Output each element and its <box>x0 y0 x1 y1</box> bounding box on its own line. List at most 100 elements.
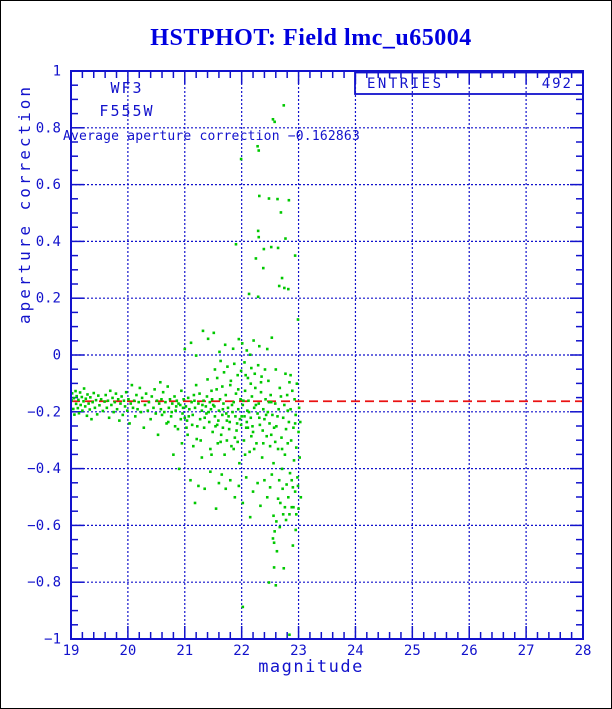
x-axis-title: magnitude <box>258 657 364 677</box>
scatter-point <box>80 395 84 399</box>
scatter-point <box>124 390 128 394</box>
scatter-point <box>290 505 294 509</box>
scatter-point <box>190 423 194 427</box>
scatter-point <box>254 257 258 260</box>
x-tick-label: 27 <box>518 643 535 659</box>
scatter-point <box>273 440 277 444</box>
scatter-point <box>202 426 206 430</box>
y-tick-label: −0.6 <box>27 518 61 534</box>
scatter-point <box>191 413 195 417</box>
scatter-point <box>154 412 158 415</box>
scatter-point <box>112 410 115 414</box>
scatter-point <box>82 387 86 390</box>
scatter-point <box>92 391 96 395</box>
scatter-point <box>89 396 92 399</box>
y-tick-label: −0.2 <box>27 404 61 420</box>
y-tick-label: 0.6 <box>36 177 61 193</box>
scatter-point <box>203 416 206 420</box>
scatter-point <box>232 447 236 451</box>
x-tick-label: 25 <box>404 643 421 659</box>
scatter-point <box>277 478 281 482</box>
scatter-point <box>198 417 202 421</box>
scatter-point <box>230 444 233 448</box>
scatter-point <box>204 405 208 408</box>
scatter-point <box>287 495 290 499</box>
scatter-point <box>84 397 88 401</box>
scatter-point <box>106 399 110 403</box>
scatter-point <box>258 416 261 420</box>
scatter-point <box>291 486 295 489</box>
scatter-point <box>280 467 284 471</box>
scatter-point <box>244 426 248 430</box>
scatter-point <box>228 420 232 424</box>
scatter-point <box>243 389 247 393</box>
scatter-point <box>182 398 185 401</box>
scatter-point <box>293 490 297 493</box>
scatter-point <box>104 393 108 397</box>
scatter-point <box>261 429 265 432</box>
scatter-point <box>257 235 261 239</box>
scatter-point <box>257 149 261 152</box>
scatter-point <box>135 393 138 397</box>
scatter-point <box>235 429 238 432</box>
scatter-point <box>261 266 265 270</box>
scatter-point <box>95 413 99 416</box>
stat-box-outline <box>354 71 584 95</box>
scatter-point <box>226 406 230 410</box>
scatter-point <box>186 396 190 400</box>
scatter-point <box>176 427 180 431</box>
scatter-point <box>299 495 303 499</box>
scatter-point <box>279 395 283 398</box>
scatter-point <box>121 413 125 417</box>
scatter-point <box>195 424 199 428</box>
scatter-point <box>268 486 272 489</box>
scatter-point <box>290 389 294 393</box>
scatter-point <box>281 513 285 516</box>
scatter-point <box>194 383 198 387</box>
scatter-point <box>269 393 272 397</box>
scatter-point <box>197 484 200 488</box>
scatter-point <box>210 398 214 401</box>
x-tick-label: 23 <box>290 643 307 659</box>
scatter-point <box>234 392 238 395</box>
scatter-point <box>215 388 218 391</box>
scatter-point <box>70 392 74 395</box>
scatter-point <box>231 410 234 414</box>
scatter-point <box>107 416 111 420</box>
scatter-point <box>172 453 175 456</box>
scatter-point <box>241 501 245 505</box>
x-tick-label: 28 <box>575 643 592 659</box>
scatter-point <box>129 402 133 405</box>
scatter-point <box>265 495 269 499</box>
scatter-point <box>205 395 209 398</box>
scatter-point <box>269 433 273 437</box>
scatter-point <box>285 393 289 397</box>
scatter-point <box>270 336 274 339</box>
scatter-point <box>236 373 239 377</box>
scatter-point <box>270 473 274 476</box>
scatter-point <box>284 237 287 240</box>
scatter-point <box>192 444 195 448</box>
scatter-point <box>180 442 184 445</box>
scatter-point <box>276 447 280 451</box>
scatter-point <box>267 197 271 200</box>
scatter-point <box>174 409 177 412</box>
scatter-point <box>71 407 75 411</box>
scatter-point <box>183 347 187 351</box>
scatter-point <box>243 415 246 418</box>
scatter-point <box>200 409 204 412</box>
scatter-point <box>209 470 212 474</box>
scatter-point <box>221 407 225 411</box>
scatter-point <box>167 406 171 410</box>
scatter-point <box>272 541 276 545</box>
scatter-point <box>267 379 270 383</box>
scatter-point <box>233 436 237 439</box>
scatter-point <box>288 633 291 637</box>
scatter-point <box>74 389 77 393</box>
scatter-point <box>256 295 260 299</box>
scatter-point <box>272 514 275 518</box>
y-tick-label: −0.8 <box>27 575 61 591</box>
scatter-point <box>256 412 259 415</box>
scatter-point <box>251 430 255 434</box>
scatter-point <box>217 481 221 485</box>
